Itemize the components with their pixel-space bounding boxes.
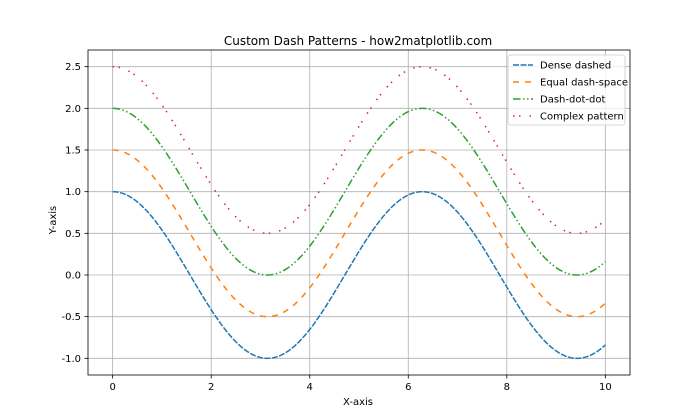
x-tick-label: 2: [208, 382, 214, 393]
plot-frame: [87, 49, 631, 376]
series-line-1: [112, 190, 606, 360]
x-tick-label: 4: [307, 382, 313, 393]
chart-title: Custom Dash Patterns - how2matplotlib.co…: [224, 34, 492, 48]
series-lines: [112, 65, 606, 360]
y-axis-label: Y-axis: [48, 206, 59, 236]
legend-label-1: Dense dashed: [540, 61, 611, 72]
x-tick-label: 10: [599, 382, 612, 393]
y-tick-label: 2.0: [65, 104, 81, 115]
y-tick-label: -1.0: [61, 354, 81, 365]
y-ticks: -1.0 -0.5 0.0 0.5 1.0 1.5 2.0 2.5: [61, 62, 88, 365]
legend-label-3: Dash-dot-dot: [540, 95, 605, 106]
x-tick-label: 0: [109, 382, 115, 393]
x-tick-label: 6: [405, 382, 411, 393]
grid: [88, 50, 630, 375]
legend: Dense dashed Equal dash-space Dash-dot-dot…: [507, 54, 628, 126]
y-tick-label: 2.5: [65, 62, 81, 73]
x-axis-label: X-axis: [343, 397, 373, 408]
series-line-4: [112, 65, 606, 235]
x-tick-label: 8: [504, 382, 510, 393]
y-tick-label: -0.5: [61, 312, 81, 323]
y-tick-label: 1.0: [65, 187, 81, 198]
legend-frame: [507, 54, 626, 126]
x-ticks: 0 2 4 6 8 10: [109, 375, 612, 393]
y-tick-label: 0.0: [65, 271, 81, 282]
series-line-3: [112, 107, 606, 276]
y-tick-label: 0.5: [65, 229, 81, 240]
legend-label-2: Equal dash-space: [540, 78, 628, 89]
y-tick-label: 1.5: [65, 146, 81, 157]
legend-label-4: Complex pattern: [540, 112, 624, 123]
